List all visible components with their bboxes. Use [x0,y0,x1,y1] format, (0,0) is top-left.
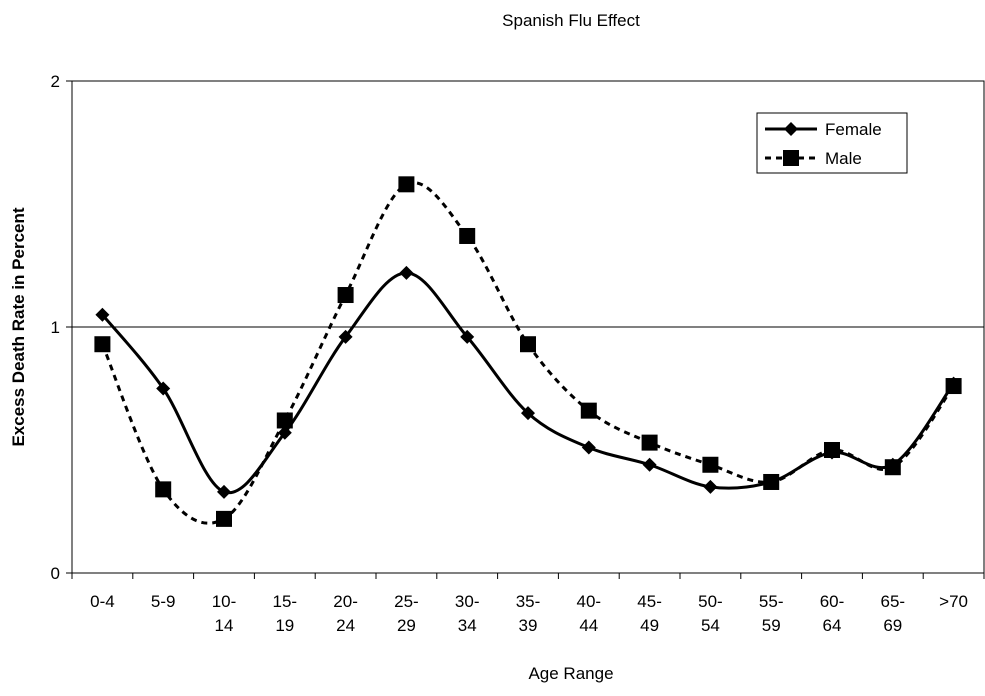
x-tick-label: 25-29 [394,592,419,635]
x-tick-label: 45-49 [637,592,662,635]
marker [581,440,596,455]
x-tick-label: 30-34 [455,592,480,635]
x-tick-label: 20-24 [333,592,358,635]
marker [399,265,414,280]
marker [217,484,231,499]
x-tick-label: 15-19 [273,592,298,635]
marker [94,336,111,353]
x-tick-label: 35-39 [516,592,541,635]
y-tick-label: 2 [51,72,60,91]
marker [702,456,719,473]
series-line [101,181,955,525]
x-tick-label: 65-69 [881,592,906,635]
x-tick-label: 60-64 [820,592,845,635]
marker [276,412,293,429]
marker [337,287,354,304]
y-axis-label: Excess Death Rate in Percent [9,207,28,446]
x-tick-label: 55-59 [759,592,784,635]
marker [277,425,292,440]
legend-marker [783,150,799,166]
y-tick-label: 0 [51,564,60,583]
legend-label: Male [825,149,862,168]
y-tick-label: 1 [51,318,60,337]
marker [155,481,172,498]
x-tick-label: 10-14 [212,592,237,635]
marker [763,473,780,490]
x-tick-label: 40-44 [577,592,602,635]
chart-title: Spanish Flu Effect [502,11,640,30]
marker [580,402,597,419]
marker [641,434,658,451]
marker [884,459,901,476]
x-axis-label: Age Range [528,664,613,683]
marker [945,378,962,395]
marker [460,329,475,344]
x-tick-label: 50-54 [698,592,723,635]
marker [520,336,536,353]
marker [824,442,840,458]
x-tick-label: >70 [939,592,968,611]
legend-marker [784,122,798,136]
marker [642,457,657,472]
marker [398,176,415,193]
marker [216,510,232,527]
marker [459,227,476,244]
x-tick-label: 5-9 [151,592,176,611]
marker [338,329,353,344]
marker [156,381,171,396]
legend-box [756,112,908,174]
legend-label: Female [825,120,882,139]
series-line [101,271,955,495]
marker [95,307,110,322]
x-tick-label: 0-4 [90,592,115,611]
marker [703,479,718,494]
marker [521,406,535,421]
